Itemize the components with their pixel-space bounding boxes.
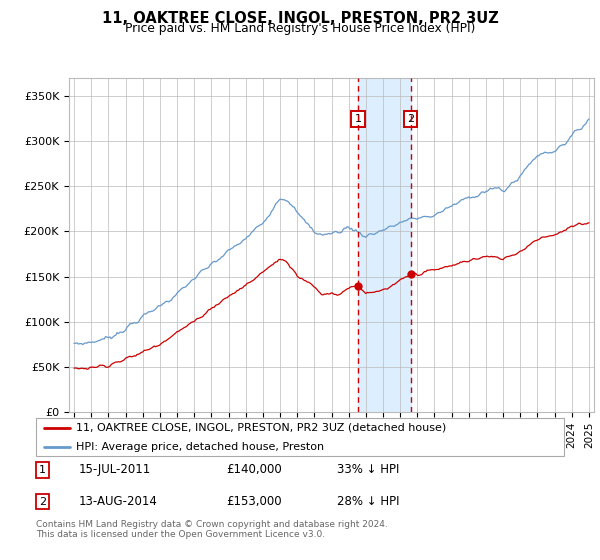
Text: £140,000: £140,000 xyxy=(226,463,282,477)
Bar xyxy=(358,78,411,412)
Text: Price paid vs. HM Land Registry's House Price Index (HPI): Price paid vs. HM Land Registry's House … xyxy=(125,22,475,35)
Text: 1: 1 xyxy=(355,114,361,124)
Text: Contains HM Land Registry data © Crown copyright and database right 2024.
This d: Contains HM Land Registry data © Crown c… xyxy=(36,520,388,539)
Text: £153,000: £153,000 xyxy=(226,495,282,508)
FancyBboxPatch shape xyxy=(36,418,564,456)
Text: 33% ↓ HPI: 33% ↓ HPI xyxy=(337,463,400,477)
Text: HPI: Average price, detached house, Preston: HPI: Average price, detached house, Pres… xyxy=(76,442,324,452)
Text: 2: 2 xyxy=(39,497,46,507)
Text: 11, OAKTREE CLOSE, INGOL, PRESTON, PR2 3UZ: 11, OAKTREE CLOSE, INGOL, PRESTON, PR2 3… xyxy=(101,11,499,26)
Text: 11, OAKTREE CLOSE, INGOL, PRESTON, PR2 3UZ (detached house): 11, OAKTREE CLOSE, INGOL, PRESTON, PR2 3… xyxy=(76,423,446,433)
Text: 28% ↓ HPI: 28% ↓ HPI xyxy=(337,495,400,508)
Text: 1: 1 xyxy=(39,465,46,475)
Text: 13-AUG-2014: 13-AUG-2014 xyxy=(78,495,157,508)
Text: 2: 2 xyxy=(407,114,415,124)
Text: 15-JUL-2011: 15-JUL-2011 xyxy=(78,463,151,477)
